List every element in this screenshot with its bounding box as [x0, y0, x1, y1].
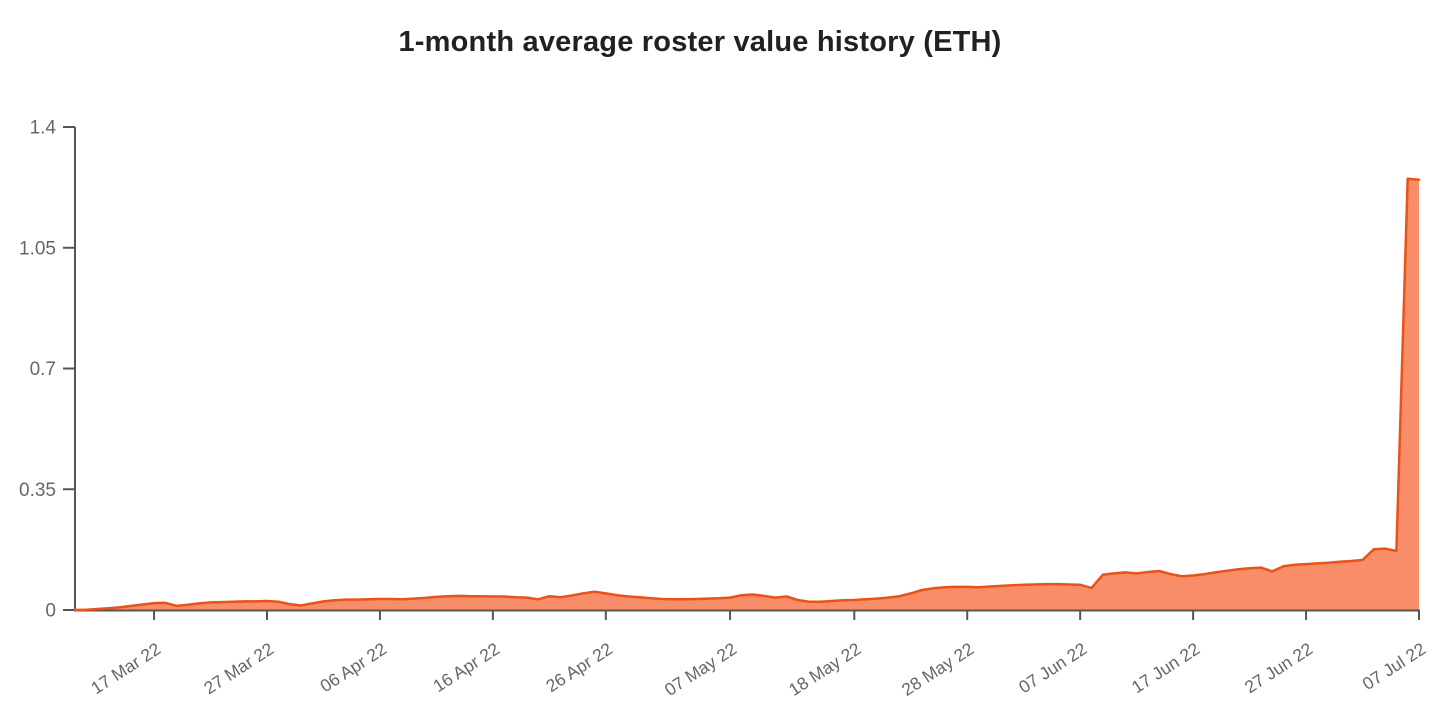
y-tick-label: 0.7 — [30, 359, 56, 380]
x-tick-label: 07 Jul 22 — [1359, 639, 1429, 694]
x-tick-label: 26 Apr 22 — [542, 639, 616, 697]
x-tick-label: 06 Apr 22 — [316, 639, 390, 697]
x-tick-label: 18 May 22 — [785, 639, 864, 700]
x-tick-label: 28 May 22 — [898, 639, 977, 700]
x-tick-label: 17 Jun 22 — [1128, 639, 1203, 698]
chart-title: 1-month average roster value history (ET… — [398, 26, 1002, 58]
x-tick-label: 27 Mar 22 — [200, 639, 277, 699]
y-tick-label: 0 — [45, 601, 56, 622]
x-tick-label: 16 Apr 22 — [429, 639, 503, 697]
area-line — [73, 177, 1421, 612]
x-tick-label: 17 Mar 22 — [87, 639, 164, 699]
y-tick-label: 0.35 — [19, 480, 56, 501]
area-fill — [75, 178, 1419, 611]
x-tick-label: 27 Jun 22 — [1241, 639, 1316, 698]
y-tick-label: 1.05 — [19, 238, 56, 259]
x-tick-label: 07 May 22 — [661, 639, 740, 700]
y-tick-label: 1.4 — [30, 118, 57, 139]
x-tick-label: 07 Jun 22 — [1015, 639, 1090, 698]
